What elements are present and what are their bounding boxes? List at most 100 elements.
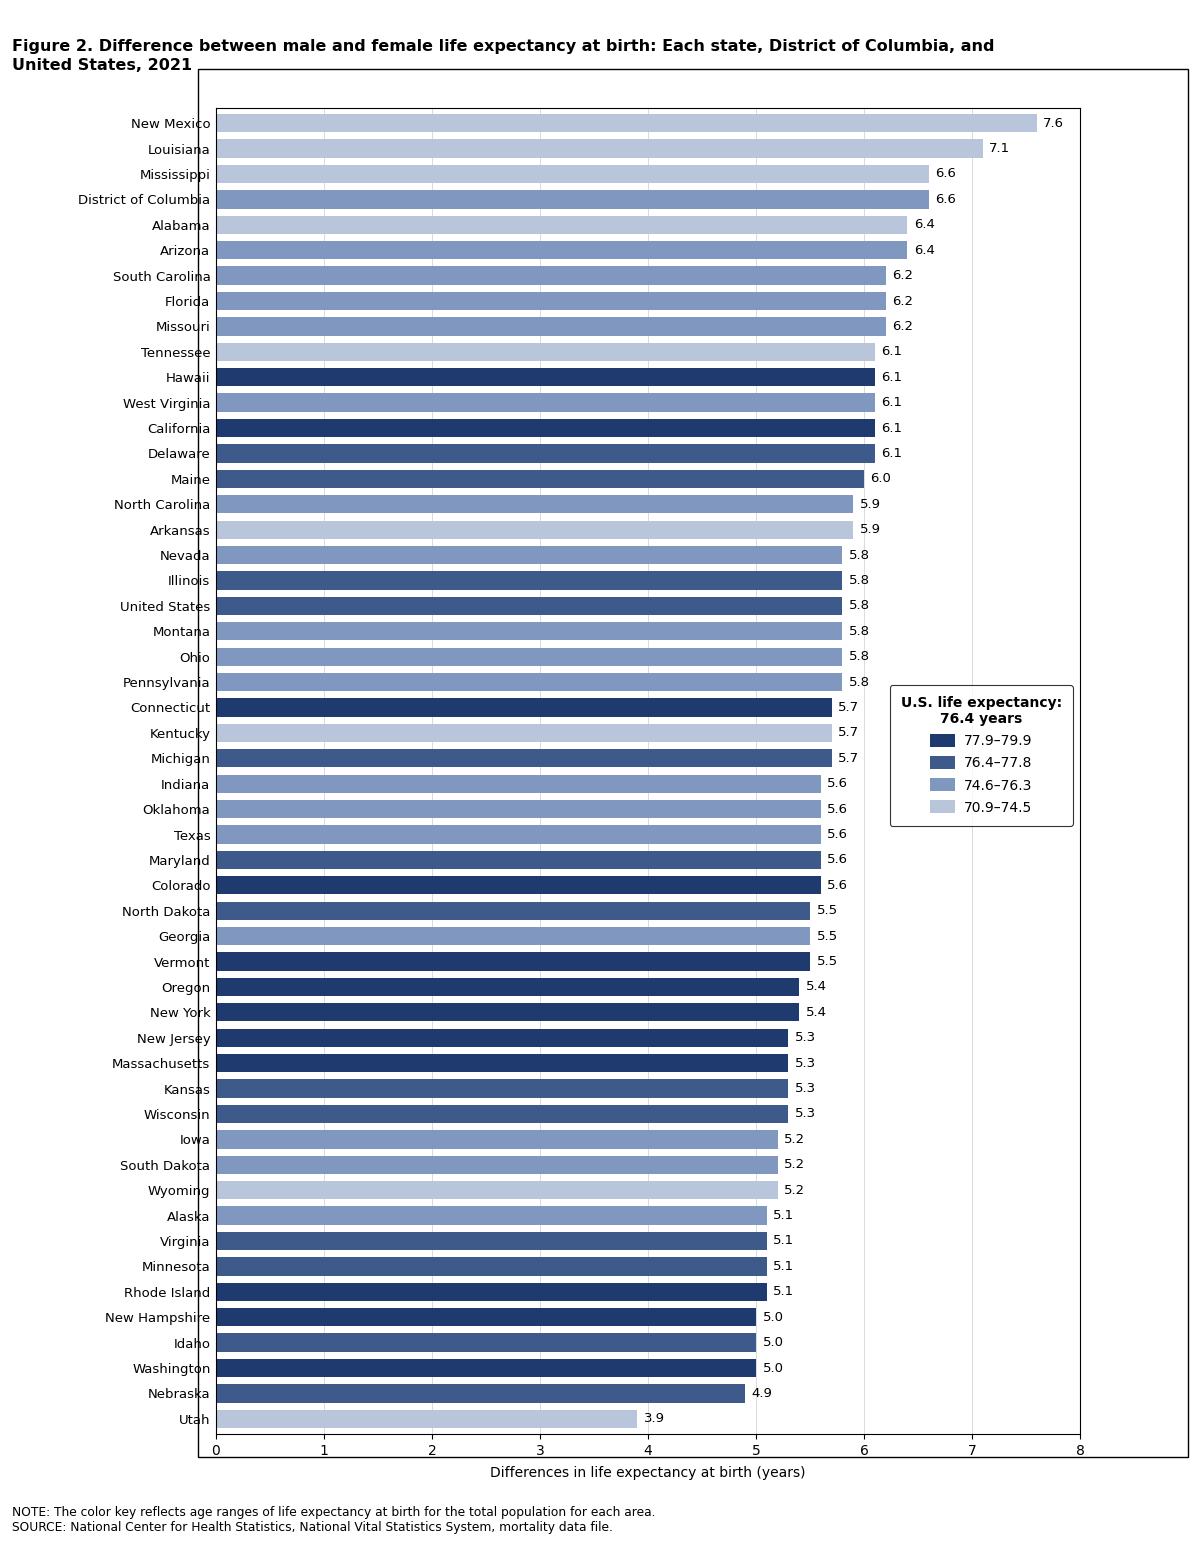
Bar [216, 291, 886, 310]
Bar [216, 902, 810, 921]
Text: 5.6: 5.6 [827, 853, 848, 867]
Text: 6.1: 6.1 [881, 447, 902, 460]
Bar [216, 1385, 745, 1403]
Text: 6.2: 6.2 [892, 270, 913, 282]
Text: 5.7: 5.7 [838, 726, 859, 740]
Text: 4.9: 4.9 [751, 1386, 773, 1400]
Text: 5.1: 5.1 [773, 1209, 794, 1223]
Bar [216, 1283, 767, 1301]
Bar [216, 800, 821, 819]
Text: 5.2: 5.2 [784, 1184, 805, 1197]
Text: 6.4: 6.4 [913, 219, 935, 231]
Bar [216, 672, 842, 691]
Text: 5.6: 5.6 [827, 879, 848, 891]
Bar [216, 749, 832, 768]
Text: 5.8: 5.8 [848, 549, 870, 561]
Bar [216, 369, 875, 387]
Text: 5.4: 5.4 [805, 1005, 827, 1019]
Text: 7.6: 7.6 [1043, 117, 1064, 130]
Text: 6.2: 6.2 [892, 319, 913, 333]
Text: 5.0: 5.0 [762, 1362, 784, 1374]
Legend: 77.9–79.9, 76.4–77.8, 74.6–76.3, 70.9–74.5: 77.9–79.9, 76.4–77.8, 74.6–76.3, 70.9–74… [889, 685, 1073, 825]
X-axis label: Differences in life expectancy at birth (years): Differences in life expectancy at birth … [491, 1466, 805, 1480]
Text: 5.8: 5.8 [848, 675, 870, 689]
Bar [216, 927, 810, 945]
Bar [216, 1308, 756, 1326]
Text: 6.4: 6.4 [913, 244, 935, 256]
Bar [216, 1181, 778, 1200]
Bar [216, 876, 821, 894]
Text: 5.7: 5.7 [838, 752, 859, 765]
Bar [216, 1359, 756, 1377]
Text: 6.6: 6.6 [935, 168, 956, 180]
Text: 6.1: 6.1 [881, 345, 902, 358]
Bar [216, 1004, 799, 1021]
Text: 6.1: 6.1 [881, 370, 902, 384]
Bar [216, 699, 832, 717]
Text: 5.3: 5.3 [794, 1032, 816, 1044]
Bar [216, 1232, 767, 1251]
Bar [216, 953, 810, 970]
Text: 5.3: 5.3 [794, 1056, 816, 1070]
Text: 5.9: 5.9 [859, 523, 881, 537]
Bar [216, 1206, 767, 1224]
Bar [216, 1257, 767, 1275]
Bar [216, 1334, 756, 1352]
Text: 6.1: 6.1 [881, 396, 902, 409]
Bar [216, 621, 842, 640]
Text: 6.6: 6.6 [935, 193, 956, 207]
Text: 5.9: 5.9 [859, 498, 881, 510]
Bar [216, 1079, 788, 1098]
Text: 5.5: 5.5 [816, 930, 838, 942]
Text: 5.3: 5.3 [794, 1082, 816, 1095]
Bar [216, 139, 983, 157]
Text: 5.0: 5.0 [762, 1335, 784, 1349]
Bar [216, 1130, 778, 1149]
Bar [216, 267, 886, 285]
Text: 5.6: 5.6 [827, 828, 848, 840]
Text: 5.8: 5.8 [848, 651, 870, 663]
Text: 3.9: 3.9 [643, 1412, 665, 1425]
Bar [216, 723, 832, 742]
Text: 6.0: 6.0 [870, 472, 892, 486]
Text: 5.8: 5.8 [848, 600, 870, 612]
Bar [216, 648, 842, 666]
Text: 5.6: 5.6 [827, 802, 848, 816]
Bar [216, 318, 886, 336]
Bar [216, 597, 842, 615]
Bar [216, 774, 821, 793]
Bar [216, 114, 1037, 133]
Bar [216, 851, 821, 870]
Bar [216, 546, 842, 564]
Bar [216, 572, 842, 589]
Text: 5.8: 5.8 [848, 574, 870, 588]
Bar [216, 495, 853, 513]
Bar [216, 1029, 788, 1047]
Bar [216, 342, 875, 361]
Text: 5.7: 5.7 [838, 702, 859, 714]
Bar [216, 1104, 788, 1123]
Text: 5.6: 5.6 [827, 777, 848, 790]
Bar [216, 190, 929, 208]
Bar [216, 393, 875, 412]
Bar [216, 419, 875, 438]
Text: Figure 2. Difference between male and female life expectancy at birth: Each stat: Figure 2. Difference between male and fe… [12, 39, 995, 74]
Text: 5.0: 5.0 [762, 1311, 784, 1323]
Bar [216, 241, 907, 259]
Text: 6.1: 6.1 [881, 421, 902, 435]
Bar [216, 216, 907, 234]
Text: 5.2: 5.2 [784, 1133, 805, 1146]
Text: 7.1: 7.1 [989, 142, 1010, 156]
Text: NOTE: The color key reflects age ranges of life expectancy at birth for the tota: NOTE: The color key reflects age ranges … [12, 1507, 655, 1534]
Bar [216, 1055, 788, 1072]
Bar [216, 444, 875, 463]
Bar [216, 825, 821, 843]
Text: 5.1: 5.1 [773, 1286, 794, 1298]
Text: 6.2: 6.2 [892, 295, 913, 307]
Text: 5.4: 5.4 [805, 981, 827, 993]
Bar [216, 978, 799, 996]
Bar [216, 470, 864, 487]
Bar [216, 1155, 778, 1173]
Text: 5.5: 5.5 [816, 954, 838, 968]
Bar [216, 165, 929, 183]
